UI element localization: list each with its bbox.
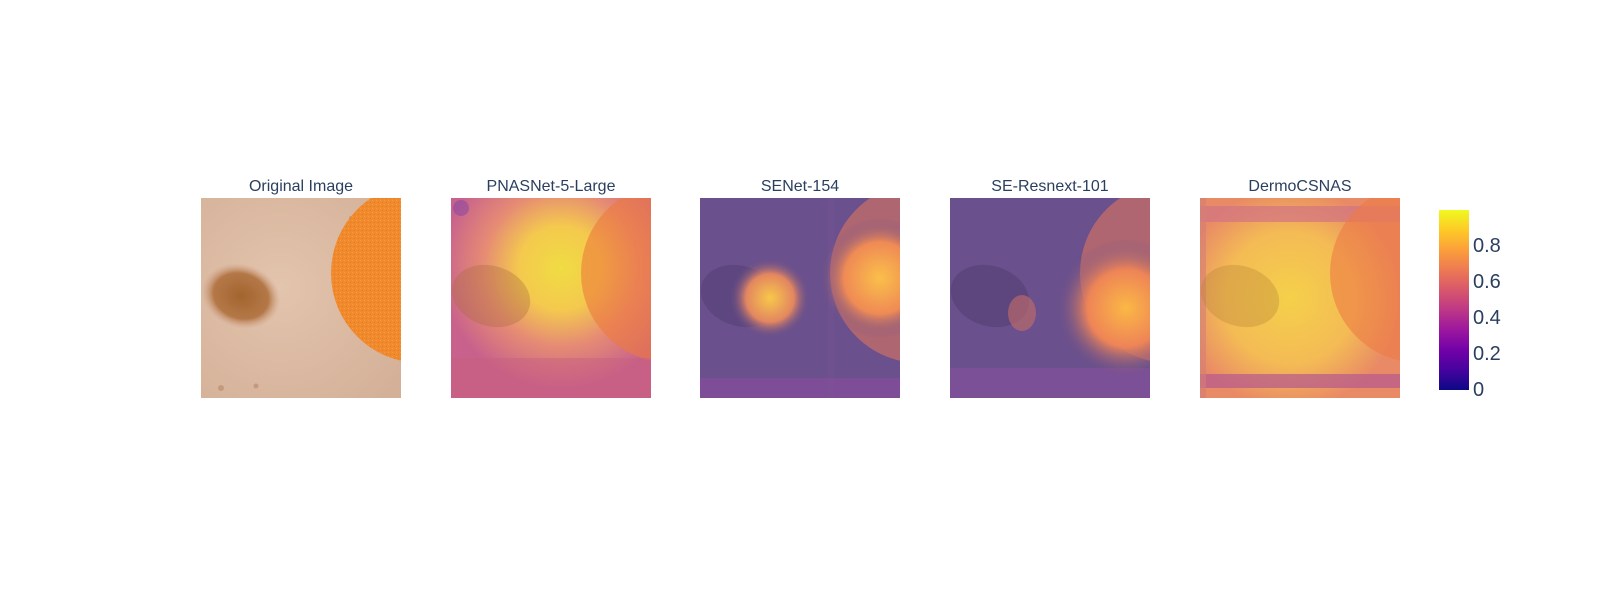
colorbar-tick-label: 0.4 — [1473, 307, 1501, 329]
pnasnet-heatmap — [451, 198, 651, 398]
panel-dermocsnas: DermoCSNAS — [1200, 178, 1400, 398]
panel-senet: SENet-154 — [700, 178, 900, 398]
panel-title: PNASNet-5-Large — [486, 178, 616, 195]
colorbar-ticks: 0 0.2 0.4 0.6 0.8 — [1473, 210, 1533, 400]
dermocsnas-heatmap — [1200, 198, 1400, 398]
panel-pnasnet: PNASNet-5-Large — [451, 178, 651, 398]
panel-title: SE-Resnext-101 — [991, 178, 1109, 195]
colorbar-tick-label: 0.8 — [1473, 235, 1501, 257]
panel-original-image: Original Image — [201, 178, 401, 398]
panel-title: DermoCSNAS — [1248, 178, 1352, 195]
colorbar-tick-label: 0 — [1473, 379, 1485, 401]
panel-title: SENet-154 — [760, 178, 840, 195]
colorbar-tick-label: 0.2 — [1473, 343, 1501, 365]
orange-sticker — [331, 198, 401, 361]
panel-title: Original Image — [248, 178, 354, 195]
colorbar — [1439, 210, 1469, 390]
seresnext-heatmap — [950, 198, 1150, 398]
panel-seresnext: SE-Resnext-101 — [950, 178, 1150, 398]
original-image — [201, 198, 401, 398]
lesion — [201, 263, 281, 329]
colorbar-tick-label: 0.6 — [1473, 271, 1501, 293]
senet-heatmap — [700, 198, 900, 398]
